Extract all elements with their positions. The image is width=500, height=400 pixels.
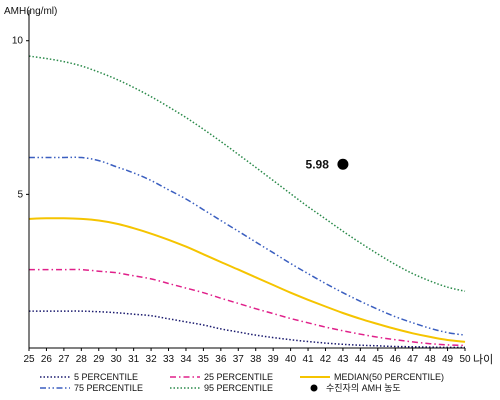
series-line-4: [29, 156, 466, 336]
x-tick-label: 31: [128, 354, 140, 365]
x-tick-label: 38: [250, 354, 262, 365]
x-tick-label: 35: [198, 354, 210, 365]
x-tick-label: 45: [372, 354, 384, 365]
legend-label: MEDIAN(50 PERCENTILE): [334, 372, 444, 382]
series-line-1: [29, 310, 465, 349]
x-tick-label: 26: [41, 354, 53, 365]
x-tick-label: 32: [146, 354, 158, 365]
x-ticks: 25 26 27 28 29 30 31 32 33 34 35 36 37 38 39 40 41 42 43 44…: [23, 348, 471, 365]
x-tick-label: 36: [215, 354, 227, 365]
y-ticks: 5 10: [12, 36, 29, 200]
x-tick-label: 43: [337, 354, 349, 365]
axes: [28, 10, 465, 349]
x-tick-label: 29: [93, 354, 105, 365]
x-tick-label: 42: [320, 354, 332, 365]
x-tick-label: 48: [425, 354, 437, 365]
x-tick-label: 47: [407, 354, 419, 365]
legend: 5 PERCENTILE 25 PERCENTILE MEDIAN(50 PERCE…: [40, 372, 444, 393]
plot-lines: [28, 55, 466, 349]
series-line-2: [29, 268, 466, 347]
legend-label: 75 PERCENTILE: [74, 383, 143, 393]
y-axis-label: AMH(ng/ml): [4, 6, 57, 17]
legend-label: 95 PERCENTILE: [204, 383, 273, 393]
x-tick-label: 46: [390, 354, 402, 365]
legend-label: 수진자의 AMH 농도: [326, 383, 401, 393]
x-tick-label: 28: [76, 354, 88, 365]
legend-label: 25 PERCENTILE: [204, 372, 273, 382]
x-tick-label: 37: [233, 354, 245, 365]
patient-marker: 5.98: [306, 157, 349, 171]
x-tick-label: 40: [285, 354, 297, 365]
legend-label: 5 PERCENTILE: [74, 372, 138, 382]
patient-value-label: 5.98: [306, 157, 330, 171]
series-line-3: [28, 217, 466, 343]
patient-point: [337, 158, 349, 170]
y-tick-label: 5: [17, 189, 23, 200]
x-tick-label: 34: [180, 354, 192, 365]
x-tick-label: 44: [355, 354, 367, 365]
y-tick-label: 10: [12, 36, 24, 47]
x-tick-label: 39: [268, 354, 280, 365]
x-tick-label: 33: [163, 354, 175, 365]
x-tick-label: 27: [58, 354, 70, 365]
x-tick-label: 50: [459, 354, 471, 365]
x-tick-label: 49: [442, 354, 454, 365]
x-tick-label: 41: [302, 354, 314, 365]
x-tick-label: 30: [111, 354, 123, 365]
x-tick-label: 25: [23, 354, 35, 365]
x-axis-label: 나이: [473, 353, 493, 366]
legend-patient-dot: [310, 384, 318, 392]
series-line-5: [28, 55, 466, 292]
